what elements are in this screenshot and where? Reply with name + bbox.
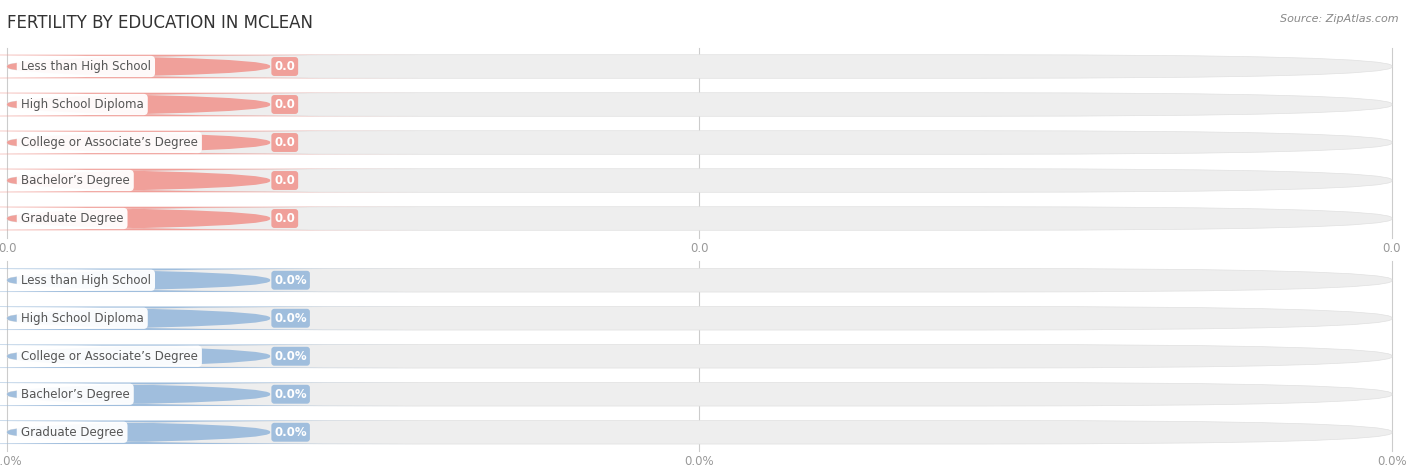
Text: College or Associate’s Degree: College or Associate’s Degree <box>21 350 198 363</box>
Text: Bachelor’s Degree: Bachelor’s Degree <box>21 388 129 401</box>
Text: High School Diploma: High School Diploma <box>21 98 143 111</box>
FancyBboxPatch shape <box>7 344 1392 368</box>
Text: Source: ZipAtlas.com: Source: ZipAtlas.com <box>1281 14 1399 24</box>
FancyBboxPatch shape <box>7 131 1392 154</box>
Text: 0.0: 0.0 <box>274 136 295 149</box>
FancyBboxPatch shape <box>0 382 419 406</box>
FancyBboxPatch shape <box>0 306 419 330</box>
Text: Less than High School: Less than High School <box>21 60 150 73</box>
FancyBboxPatch shape <box>7 420 1392 444</box>
FancyBboxPatch shape <box>7 207 1392 230</box>
Text: College or Associate’s Degree: College or Associate’s Degree <box>21 136 198 149</box>
FancyBboxPatch shape <box>0 93 419 116</box>
Text: 0.0%: 0.0% <box>274 388 307 401</box>
FancyBboxPatch shape <box>0 207 419 230</box>
Text: High School Diploma: High School Diploma <box>21 312 143 325</box>
FancyBboxPatch shape <box>7 55 1392 78</box>
Text: Graduate Degree: Graduate Degree <box>21 426 124 439</box>
Text: Bachelor’s Degree: Bachelor’s Degree <box>21 174 129 187</box>
FancyBboxPatch shape <box>0 169 419 192</box>
FancyBboxPatch shape <box>7 93 1392 116</box>
FancyBboxPatch shape <box>7 306 1392 330</box>
FancyBboxPatch shape <box>0 268 419 292</box>
Text: 0.0%: 0.0% <box>274 274 307 287</box>
Text: 0.0: 0.0 <box>274 174 295 187</box>
FancyBboxPatch shape <box>7 382 1392 406</box>
Text: 0.0%: 0.0% <box>274 426 307 439</box>
Text: 0.0: 0.0 <box>274 98 295 111</box>
FancyBboxPatch shape <box>0 344 419 368</box>
Text: FERTILITY BY EDUCATION IN MCLEAN: FERTILITY BY EDUCATION IN MCLEAN <box>7 14 314 32</box>
Text: 0.0: 0.0 <box>274 212 295 225</box>
FancyBboxPatch shape <box>7 169 1392 192</box>
FancyBboxPatch shape <box>0 420 419 444</box>
Text: 0.0%: 0.0% <box>274 312 307 325</box>
FancyBboxPatch shape <box>0 55 419 78</box>
Text: 0.0%: 0.0% <box>274 350 307 363</box>
Text: 0.0: 0.0 <box>274 60 295 73</box>
Text: Graduate Degree: Graduate Degree <box>21 212 124 225</box>
FancyBboxPatch shape <box>7 268 1392 292</box>
FancyBboxPatch shape <box>0 131 419 154</box>
Text: Less than High School: Less than High School <box>21 274 150 287</box>
